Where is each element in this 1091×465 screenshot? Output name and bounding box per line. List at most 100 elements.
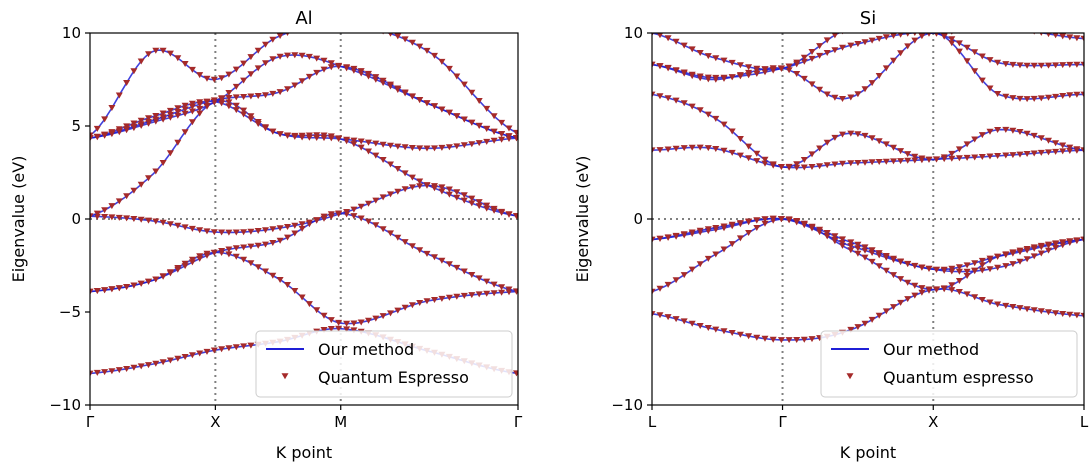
y-tick-label: 10 xyxy=(624,24,643,42)
qe-markers-band-4 xyxy=(652,215,1084,273)
qe-marker xyxy=(460,116,468,123)
qe-marker xyxy=(365,218,372,225)
y-tick-label: 10 xyxy=(62,24,81,42)
k-point-label: X xyxy=(928,413,938,431)
x-axis-label-al: K point xyxy=(276,443,332,462)
k-point-label: X xyxy=(210,413,220,431)
legend-entry-qe: Quantum Espresso xyxy=(318,368,469,387)
qe-markers-band-2 xyxy=(90,249,518,327)
qe-marker xyxy=(911,33,919,36)
qe-marker xyxy=(904,296,912,303)
legend-entry-method: Our method xyxy=(318,340,414,359)
qe-marker xyxy=(861,320,869,327)
k-point-label: M xyxy=(334,413,347,431)
qe-marker xyxy=(101,207,109,214)
y-tick-label: 0 xyxy=(71,210,81,228)
qe-marker xyxy=(712,251,720,258)
qe-marker xyxy=(358,24,365,30)
qe-marker xyxy=(978,132,986,139)
qe-marker xyxy=(513,129,518,136)
qe-marker xyxy=(875,138,883,145)
qe-marker xyxy=(357,144,365,151)
band-line-9 xyxy=(652,33,1084,71)
qe-marker xyxy=(854,250,862,257)
panel-si: Si −10 0 10 L Γ X L K point Eigenvalue (eV) Ou… xyxy=(573,8,1089,462)
y-axis-label-si: Eigenvalue (eV) xyxy=(573,156,592,283)
band-line-9 xyxy=(90,33,518,136)
band-line-8 xyxy=(652,33,1084,79)
panel-al: Al −10 −5 0 5 10 Γ X M Γ K point Eigenvalue (eV)… xyxy=(9,8,523,462)
qe-marker xyxy=(408,174,416,181)
qe-marker xyxy=(475,275,483,282)
qe-marker xyxy=(994,91,1002,97)
legend-entry-method: Our method xyxy=(883,340,979,359)
qe-marker xyxy=(688,46,696,53)
qe-marker xyxy=(328,20,335,26)
legend-box xyxy=(255,330,513,398)
qe-marker xyxy=(284,234,291,241)
qe-marker xyxy=(313,69,321,76)
band-line-4 xyxy=(90,184,518,234)
qe-marker xyxy=(823,91,831,98)
qe-marker xyxy=(460,268,468,275)
qe-marker xyxy=(335,21,342,27)
legend-al: Our method Quantum Espresso xyxy=(255,330,513,398)
qe-marker xyxy=(883,26,890,32)
qe-markers-band-6 xyxy=(90,98,518,152)
qe-marker xyxy=(911,292,919,299)
qe-marker xyxy=(955,40,963,47)
qe-marker xyxy=(882,141,890,148)
qe-marker xyxy=(994,25,1001,31)
qe-marker xyxy=(225,71,233,78)
qe-marker xyxy=(108,105,116,111)
k-point-label: Γ xyxy=(514,413,523,431)
qe-marker xyxy=(664,281,672,288)
qe-markers-band-8 xyxy=(652,33,1084,81)
qe-marker xyxy=(372,222,380,229)
legend-entry-qe: Quantum espresso xyxy=(883,368,1034,387)
qe-marker xyxy=(188,259,196,266)
qe-marker xyxy=(416,247,424,254)
band-line-5 xyxy=(652,146,1084,169)
band-line-7 xyxy=(90,54,518,139)
panel-title-si: Si xyxy=(860,8,876,29)
qe-marker xyxy=(904,279,912,286)
qe-marker xyxy=(964,27,971,33)
qe-marker xyxy=(897,276,905,283)
qe-marker xyxy=(321,21,328,27)
qe-marker xyxy=(688,103,696,110)
qe-marker xyxy=(672,38,680,45)
legend-box xyxy=(820,330,1078,398)
legend-si: Our method Quantum espresso xyxy=(820,330,1078,398)
qe-marker xyxy=(196,255,204,262)
band-line-8 xyxy=(90,65,518,139)
x-axis-label-si: K point xyxy=(840,443,896,462)
qe-marker xyxy=(445,261,453,268)
plot-area-si: −10 0 10 L Γ X L xyxy=(611,24,1088,431)
qe-marker xyxy=(890,144,897,151)
qe-marker xyxy=(225,103,233,110)
qe-marker xyxy=(379,226,387,233)
qe-marker xyxy=(401,36,409,43)
qe-marker xyxy=(365,200,372,207)
qe-marker xyxy=(438,106,446,113)
qe-marker xyxy=(680,42,688,49)
k-point-label: Γ xyxy=(778,413,787,431)
qe-marker xyxy=(350,22,357,28)
y-tick-label: −10 xyxy=(611,396,643,414)
qe-marker xyxy=(445,109,453,116)
qe-marker xyxy=(372,27,379,33)
qe-markers-band-3 xyxy=(652,215,1084,275)
qe-marker xyxy=(876,25,883,31)
qe-marker xyxy=(1030,33,1038,35)
series-group xyxy=(652,25,1084,344)
qe-marker xyxy=(291,82,299,89)
qe-marker xyxy=(971,49,979,56)
band-line-3 xyxy=(90,212,518,293)
qe-marker xyxy=(948,33,956,35)
qe-marker xyxy=(978,53,986,60)
qe-marker xyxy=(431,103,438,110)
qe-marker xyxy=(365,148,372,155)
